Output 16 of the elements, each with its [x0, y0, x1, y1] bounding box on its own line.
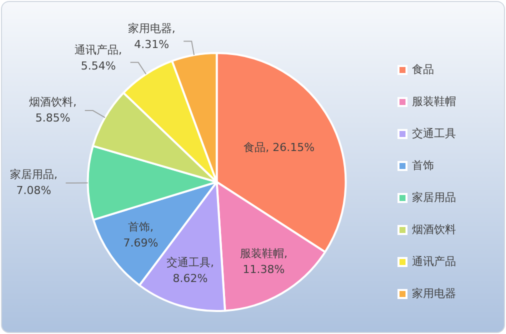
data-label: 服装鞋帽, 11.38%	[240, 246, 288, 276]
data-label: 交通工具, 8.62%	[166, 256, 214, 285]
legend-label: 烟酒饮料	[412, 222, 456, 236]
data-label: 首饰, 7.69%	[123, 220, 158, 250]
legend-label: 食品	[412, 62, 434, 76]
data-label: 通讯产品, 5.54%	[74, 43, 122, 72]
legend-label: 家居用品	[412, 190, 456, 204]
legend-label: 交通工具	[412, 126, 456, 140]
data-label: 家居用品, 7.08%	[10, 168, 58, 197]
legend-label: 通讯产品	[412, 254, 456, 268]
legend-label: 家用电器	[412, 286, 456, 300]
legend-label: 首饰	[412, 158, 434, 172]
data-label: 食品, 26.15%	[244, 140, 315, 154]
data-label: 家用电器, 4.31%	[128, 22, 176, 52]
data-label: 烟酒饮料, 5.85%	[29, 95, 77, 124]
legend-label: 服装鞋帽	[412, 94, 456, 108]
